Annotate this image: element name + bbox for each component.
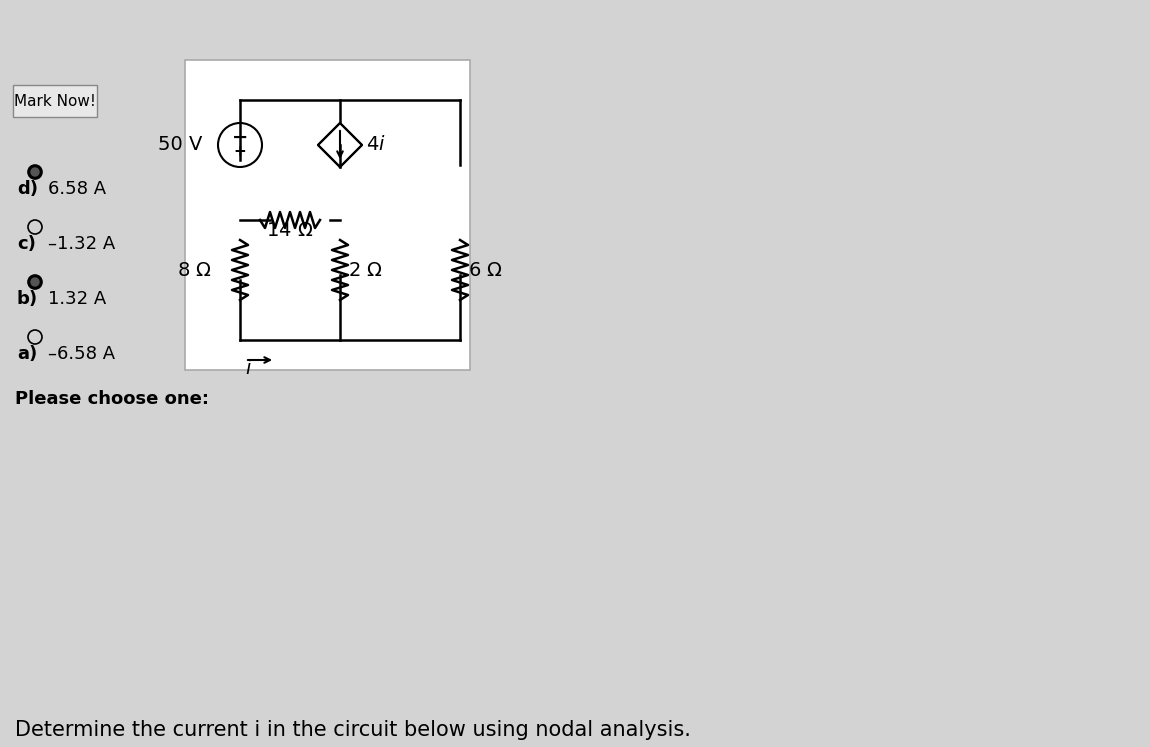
Text: 8 $\Omega$: 8 $\Omega$ [177, 261, 212, 279]
Text: c): c) [17, 235, 36, 253]
Text: d): d) [17, 180, 38, 198]
Text: b): b) [17, 290, 38, 308]
Text: a): a) [17, 345, 37, 363]
Text: 2 $\Omega$: 2 $\Omega$ [348, 261, 383, 279]
Text: 4$i$: 4$i$ [366, 135, 385, 155]
Text: Please choose one:: Please choose one: [15, 390, 209, 408]
Text: 50 V: 50 V [158, 135, 202, 155]
Circle shape [28, 275, 43, 289]
FancyBboxPatch shape [185, 60, 470, 370]
Text: –6.58 A: –6.58 A [48, 345, 115, 363]
Circle shape [31, 168, 39, 176]
Text: –1.32 A: –1.32 A [48, 235, 115, 253]
Circle shape [28, 165, 43, 179]
Text: $i$: $i$ [245, 359, 252, 378]
Text: 14 $\Omega$: 14 $\Omega$ [267, 221, 314, 240]
Text: 1.32 A: 1.32 A [48, 290, 106, 308]
Polygon shape [319, 123, 362, 167]
Text: 6 $\Omega$: 6 $\Omega$ [468, 261, 503, 279]
Text: −: − [232, 128, 248, 146]
FancyBboxPatch shape [13, 85, 97, 117]
Text: +: + [233, 143, 246, 158]
Text: 6.58 A: 6.58 A [48, 180, 106, 198]
Circle shape [31, 278, 39, 286]
Text: Mark Now!: Mark Now! [14, 93, 95, 108]
Text: Determine the current i in the circuit below using nodal analysis.: Determine the current i in the circuit b… [15, 720, 691, 740]
